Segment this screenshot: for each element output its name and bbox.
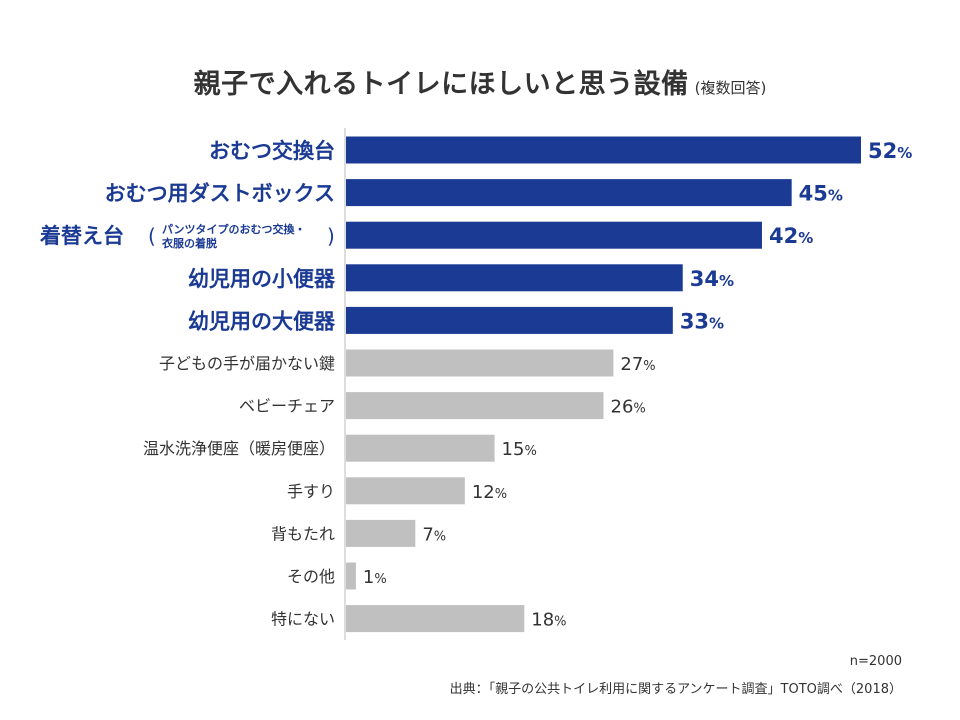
- category-label-4: 幼児用の小便器: [188, 267, 336, 291]
- value-unit-2: %: [828, 187, 843, 205]
- value-number-9: 12: [472, 482, 495, 503]
- bar-12: [346, 605, 525, 633]
- bar-11: [346, 562, 356, 590]
- bar-10: [346, 519, 416, 547]
- chart-title: 親子で入れるトイレにほしいと思う設備 (複数回答): [0, 62, 960, 101]
- category-label-8: 温水洗浄便座（暖房便座）: [143, 439, 335, 458]
- value-number-12: 18: [531, 610, 554, 631]
- category-label-1: おむつ交換台: [209, 139, 335, 163]
- sample-size-note: n=2000: [849, 654, 902, 669]
- value-unit-8: %: [524, 444, 536, 459]
- value-label-10: 7%: [422, 524, 446, 545]
- category-label-6: 子どもの手が届かない鍵: [159, 354, 335, 373]
- value-label-2: 45%: [799, 182, 843, 206]
- value-label-11: 1%: [363, 567, 387, 588]
- value-label-4: 34%: [690, 267, 734, 291]
- bar-7: [346, 392, 604, 420]
- value-number-2: 45: [799, 182, 828, 206]
- value-label-8: 15%: [502, 439, 537, 460]
- value-label-3: 42%: [769, 224, 813, 248]
- value-label-1: 52%: [868, 139, 912, 163]
- bar-1: [346, 136, 861, 164]
- value-label-7: 26%: [611, 397, 646, 418]
- source-note: 出典：「親子の公共トイレ利用に関するアンケート調査」TOTO調べ（2018）: [449, 682, 902, 697]
- value-unit-6: %: [643, 359, 655, 374]
- category-label-2: おむつ用ダストボックス: [105, 182, 335, 206]
- bar-8: [346, 434, 495, 462]
- category-label-3-group: 着替え台 () パンツタイプのおむつ交換・衣服の着脱: [39, 222, 335, 250]
- value-number-1: 52: [868, 139, 897, 163]
- value-label-5: 33%: [680, 309, 724, 333]
- category-label-12: 特にない: [271, 610, 335, 629]
- category-label-5: 幼児用の大便器: [188, 309, 336, 333]
- value-unit-10: %: [434, 529, 446, 544]
- category-note-line-2: 衣服の着脱: [162, 236, 217, 250]
- value-number-8: 15: [502, 439, 525, 460]
- bar-5: [346, 306, 673, 334]
- value-number-3: 42: [769, 224, 798, 248]
- category-label-3: 着替え台: [39, 224, 124, 248]
- category-note-close-bracket: ): [327, 224, 335, 248]
- value-number-11: 1: [363, 567, 374, 588]
- bar-4: [346, 264, 683, 292]
- value-label-6: 27%: [620, 354, 655, 375]
- value-number-4: 34: [690, 267, 719, 291]
- value-number-7: 26: [611, 397, 634, 418]
- value-label-12: 18%: [531, 610, 566, 631]
- category-label-9: 手すり: [287, 482, 335, 501]
- bar-6: [346, 349, 614, 377]
- value-unit-4: %: [719, 272, 734, 290]
- value-unit-5: %: [709, 314, 724, 332]
- value-unit-11: %: [374, 572, 386, 587]
- bar-3: [346, 221, 762, 249]
- value-unit-7: %: [633, 402, 645, 417]
- value-unit-3: %: [798, 229, 813, 247]
- value-unit-9: %: [495, 487, 507, 502]
- chart-title-sub: (複数回答): [694, 79, 767, 97]
- value-unit-12: %: [554, 615, 566, 630]
- value-number-5: 33: [680, 309, 709, 333]
- bar-2: [346, 179, 792, 207]
- chart-title-main: 親子で入れるトイレにほしいと思う設備: [193, 69, 689, 100]
- category-label-11: その他: [287, 567, 335, 586]
- value-number-6: 27: [620, 354, 643, 375]
- value-unit-1: %: [897, 144, 912, 162]
- value-number-10: 7: [422, 524, 433, 545]
- value-label-9: 12%: [472, 482, 507, 503]
- category-note-open-bracket: (: [148, 224, 156, 248]
- category-label-7: ベビーチェア: [239, 397, 335, 416]
- category-note-line-1: パンツタイプのおむつ交換・: [162, 222, 306, 236]
- bar-9: [346, 477, 465, 505]
- category-label-10: 背もたれ: [271, 524, 335, 543]
